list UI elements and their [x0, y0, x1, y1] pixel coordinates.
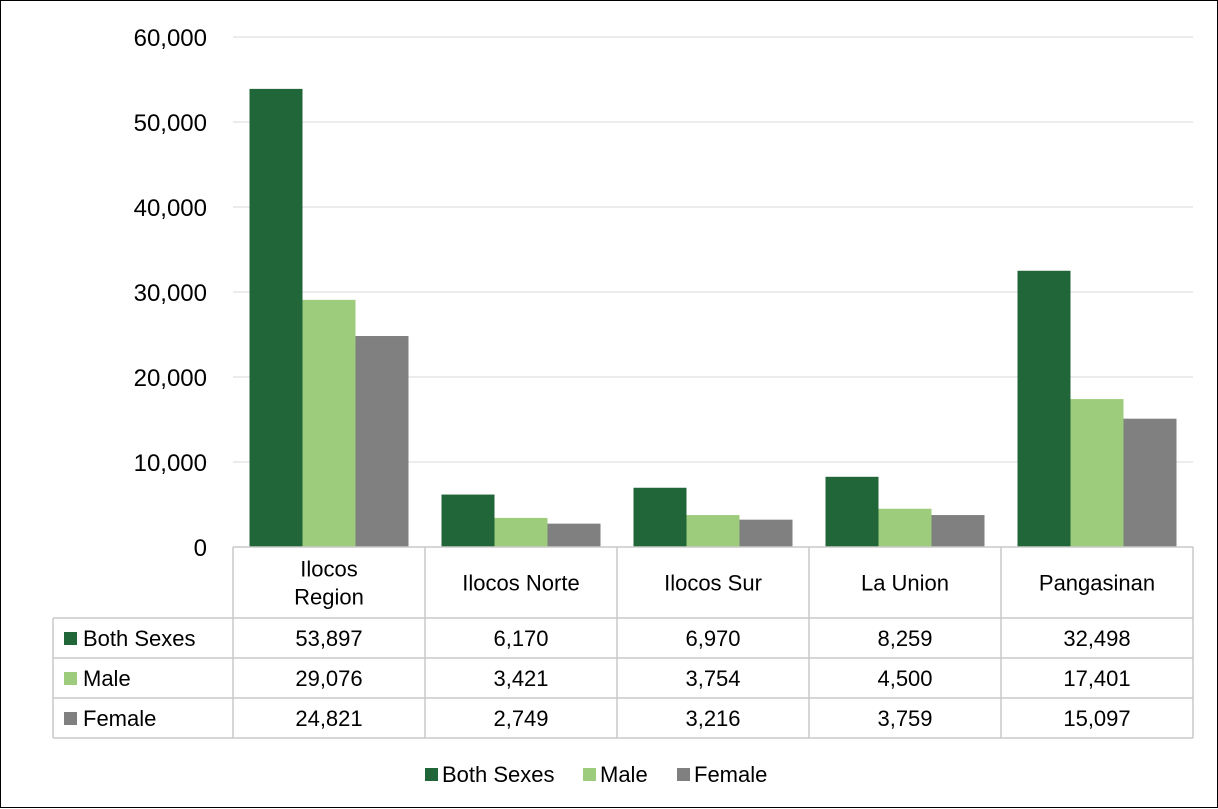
table-series-name: Both Sexes: [83, 626, 196, 651]
category-label: Ilocos Norte: [462, 571, 579, 596]
y-tick-label: 0: [194, 535, 207, 562]
data-table: Ilocos Region Ilocos Norte Ilocos Sur La Uni…: [52, 546, 1194, 739]
table-value: 17,401: [1063, 666, 1130, 691]
bar-both-sexes: [825, 476, 879, 547]
category-label: Ilocos: [300, 557, 357, 582]
legend: Both Sexes Male Female: [425, 762, 767, 787]
table-value: 29,076: [295, 666, 362, 691]
legend-label: Both Sexes: [442, 762, 555, 787]
table-value: 15,097: [1063, 706, 1130, 731]
bar-female: [931, 515, 985, 547]
category-label: Pangasinan: [1039, 571, 1155, 596]
bar-female: [355, 336, 409, 547]
bar-female: [1123, 418, 1177, 547]
y-axis-ticks: 0 10,000 20,000 30,000 40,000 50,000 60,000: [134, 25, 207, 562]
legend-label: Male: [600, 762, 648, 787]
y-tick-label: 10,000: [134, 450, 207, 477]
table-value: 32,498: [1063, 626, 1130, 651]
table-value: 3,759: [877, 706, 932, 731]
table-series-swatch: [64, 712, 77, 725]
y-tick-label: 40,000: [134, 195, 207, 222]
y-tick-label: 60,000: [134, 25, 207, 52]
table-value: 2,749: [493, 706, 548, 731]
bar-both-sexes: [249, 88, 303, 548]
table-value: 4,500: [877, 666, 932, 691]
table-series-name: Male: [83, 666, 131, 691]
table-series-swatch: [64, 672, 77, 685]
legend-label: Female: [694, 762, 767, 787]
y-tick-label: 20,000: [134, 365, 207, 392]
table-value: 6,970: [685, 626, 740, 651]
legend-swatch: [425, 768, 438, 781]
table-value: 24,821: [295, 706, 362, 731]
bar-both-sexes: [441, 494, 495, 547]
bar-male: [878, 508, 932, 547]
table-value: 53,897: [295, 626, 362, 651]
category-label: La Union: [861, 571, 949, 596]
legend-swatch: [677, 768, 690, 781]
y-tick-label: 30,000: [134, 280, 207, 307]
table-value: 8,259: [877, 626, 932, 651]
table-value: 3,421: [493, 666, 548, 691]
category-label: Region: [294, 585, 364, 610]
bars: [249, 88, 1177, 548]
category-label: Ilocos Sur: [664, 571, 762, 596]
table-value: 6,170: [493, 626, 548, 651]
bar-male: [302, 299, 356, 547]
bar-female: [739, 519, 793, 547]
y-tick-label: 50,000: [134, 110, 207, 137]
table-value: 3,754: [685, 666, 740, 691]
legend-swatch: [583, 768, 596, 781]
bar-both-sexes: [1017, 270, 1071, 547]
bar-male: [494, 517, 548, 547]
table-series-name: Female: [83, 706, 156, 731]
bar-male: [686, 515, 740, 547]
bar-female: [547, 523, 601, 547]
bar-male: [1070, 399, 1124, 547]
table-value: 3,216: [685, 706, 740, 731]
bar-both-sexes: [633, 487, 687, 547]
table-series-swatch: [64, 632, 77, 645]
